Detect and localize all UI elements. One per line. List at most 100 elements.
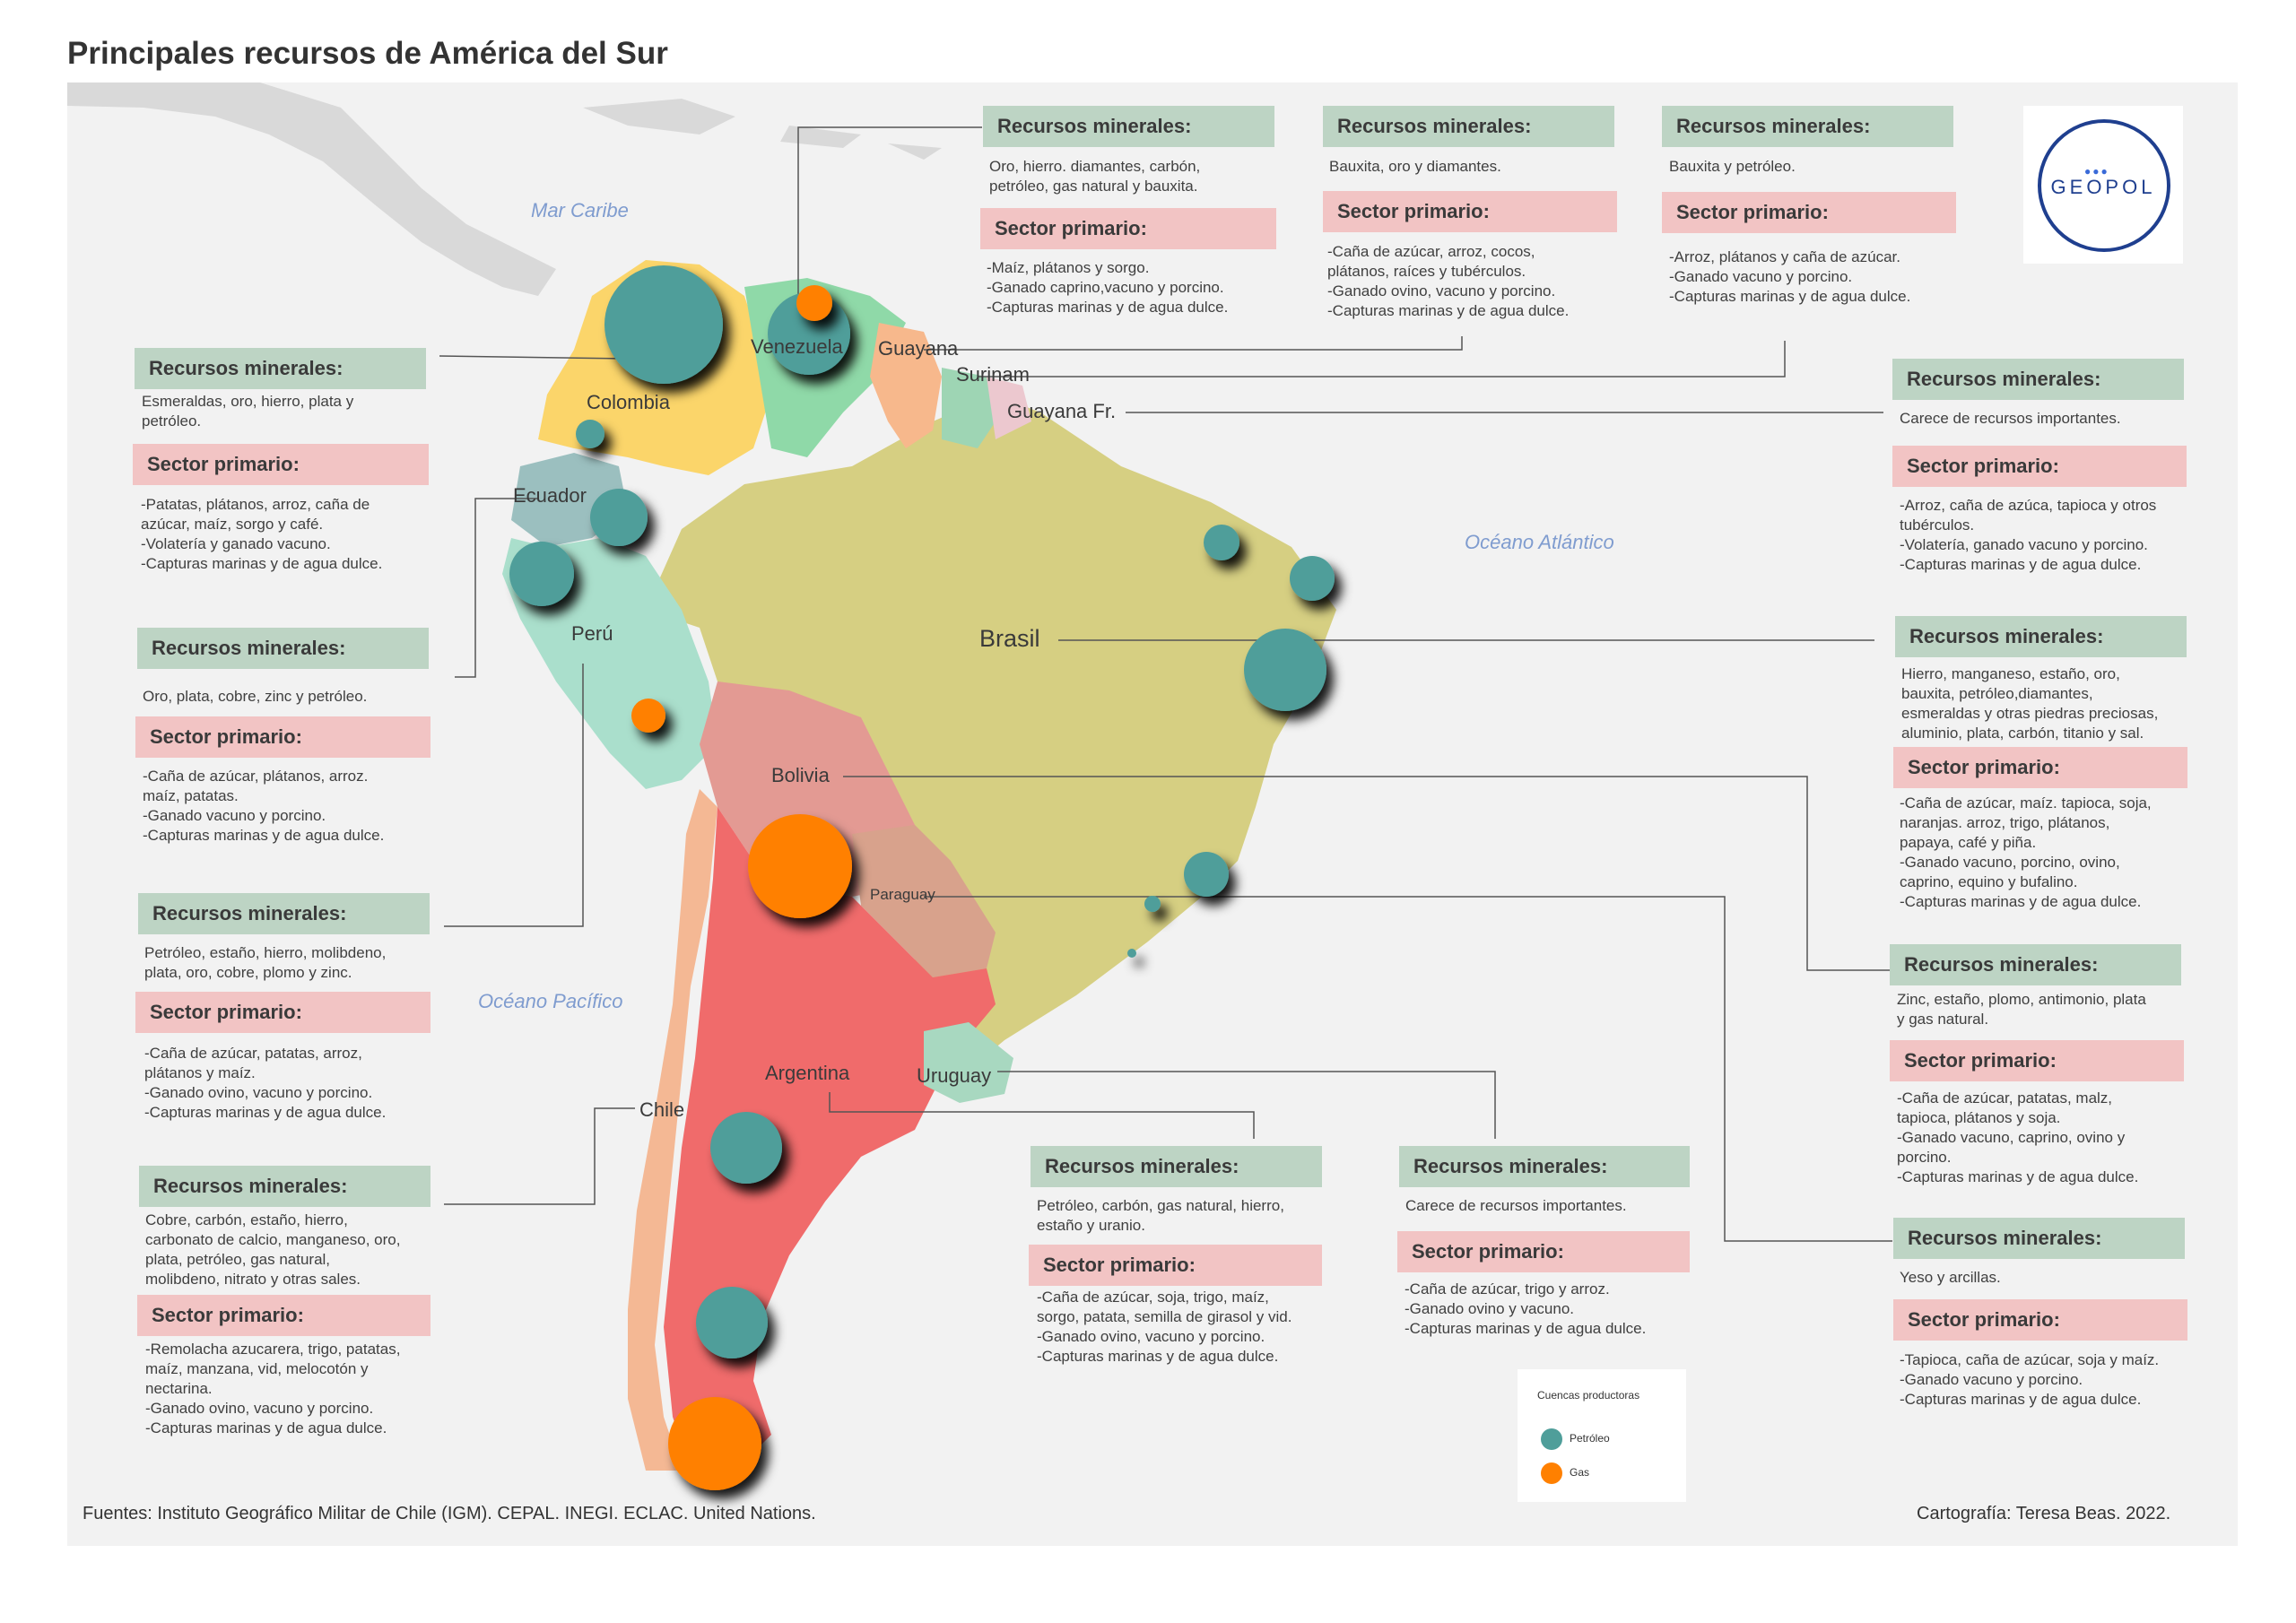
country-label-paraguay: Paraguay [870, 886, 935, 903]
venezuela-sector-text: -Maíz, plátanos y sorgo. -Ganado caprino… [987, 259, 1229, 316]
venezuela-sector-header: Sector primario: [980, 208, 1276, 249]
guayana-fr-shape [987, 377, 1031, 439]
venezuela-minerales-header: Recursos minerales: [983, 106, 1274, 147]
petroleo-colombia-small [576, 420, 604, 448]
country-label-colombia: Colombia [587, 391, 670, 413]
petroleo-venezuela [768, 292, 850, 375]
surinam-minerales-text: Bauxita y petróleo. [1669, 158, 1796, 175]
gas-peru [631, 699, 665, 733]
peru-sector-header: Sector primario: [135, 992, 430, 1033]
ecuador-sector-text: -Caña de azúcar, plátanos, arroz. maíz, … [143, 768, 385, 844]
brasil-minerales-header: Recursos minerales: [1895, 616, 2187, 657]
petroleo-argentina-south [696, 1287, 768, 1358]
petroleo-brasil-main [1244, 629, 1326, 711]
ecuador-minerales-text: Oro, plata, cobre, zinc y petróleo. [143, 688, 368, 705]
petroleo-ecuador [590, 489, 648, 546]
brasil-minerales-text: Hierro, manganeso, estaño, oro, bauxita,… [1901, 665, 2159, 742]
chile-minerales-text: Cobre, carbón, estaño, hierro, carbonato… [145, 1211, 401, 1288]
country-label-venezuela: Venezuela [751, 335, 843, 358]
legend-petroleo-label: Petróleo [1570, 1432, 1610, 1445]
country-label-peru: Perú [571, 622, 613, 645]
gas-venezuela [796, 285, 832, 321]
petroleo-colombia-large [604, 265, 723, 384]
logo-dots-icon: ●●● [2084, 165, 2109, 178]
chile-minerales-header: Recursos minerales: [139, 1166, 430, 1207]
country-label-chile: Chile [639, 1098, 685, 1121]
geopol-logo: ●●● GEOPOL [2023, 106, 2183, 264]
caribbean-islands [583, 99, 942, 160]
petroleo-brasil-small2 [1127, 949, 1136, 958]
bolivia-sector-text: -Caña de azúcar, patatas, malz, tapioca,… [1897, 1089, 2139, 1185]
brasil-sector-header: Sector primario: [1893, 747, 2187, 788]
sea-label-pacifico: Océano Pacífico [478, 990, 623, 1012]
peru-minerales-text: Petróleo, estaño, hierro, molibdeno, pla… [144, 944, 387, 981]
paraguay-minerales-header: Recursos minerales: [1893, 1218, 2185, 1259]
petroleo-peru [509, 542, 574, 606]
footer-credit: Cartografía: Teresa Beas. 2022. [1917, 1504, 2171, 1523]
uruguay-minerales-text: Carece de recursos importantes. [1405, 1197, 1627, 1214]
guyana-minerales-header: Recursos minerales: [1323, 106, 1614, 147]
guyana-sector-header: Sector primario: [1323, 191, 1617, 232]
guyana-shape [870, 323, 942, 448]
surinam-shape [942, 368, 996, 448]
legend-title: Cuencas productoras [1537, 1389, 1640, 1402]
gas-argentina-south [668, 1397, 761, 1490]
country-label-argentina: Argentina [765, 1062, 850, 1084]
paraguay-sector-header: Sector primario: [1893, 1299, 2187, 1341]
uruguay-minerales-header: Recursos minerales: [1399, 1146, 1690, 1187]
petroleo-brasil-north [1204, 525, 1239, 560]
argentina-sector-text: -Caña de azúcar, soja, trigo, maíz, sorg… [1037, 1289, 1292, 1365]
uruguay-sector-header: Sector primario: [1397, 1231, 1690, 1272]
petroleo-brasil-east [1290, 556, 1335, 601]
argentina-minerales-text: Petróleo, carbón, gas natural, hierro, e… [1037, 1197, 1284, 1234]
chile-sector-header: Sector primario: [137, 1295, 430, 1336]
logo-text: GEOPOL [2050, 176, 2156, 198]
legend-petroleo-swatch [1541, 1428, 1562, 1450]
bolivia-minerales-header: Recursos minerales: [1890, 944, 2181, 985]
colombia-sector-text: -Patatas, plátanos, arroz, caña de azúca… [141, 496, 383, 572]
country-label-guyana: Guayana [878, 337, 959, 360]
country-label-surinam: Surinam [956, 363, 1030, 386]
surinam-sector-header: Sector primario: [1662, 192, 1956, 233]
country-label-ecuador: Ecuador [513, 484, 587, 507]
bolivia-sector-header: Sector primario: [1890, 1040, 2184, 1081]
legend: Cuencas productoras Petróleo Gas [1518, 1369, 1686, 1502]
guayana-fr-minerales-header: Recursos minerales: [1892, 359, 2184, 400]
brasil-sector-text: -Caña de azúcar, maíz. tapioca, soja, na… [1900, 794, 2152, 910]
venezuela-minerales-text: Oro, hierro. diamantes, carbón, petróleo… [989, 158, 1201, 195]
colombia-sector-header: Sector primario: [133, 444, 429, 485]
argentina-minerales-header: Recursos minerales: [1031, 1146, 1322, 1187]
surinam-minerales-header: Recursos minerales: [1662, 106, 1953, 147]
surinam-sector-text: -Arroz, plátanos y caña de azúcar. -Gana… [1669, 248, 1911, 305]
sea-label-atlantico: Océano Atlántico [1465, 531, 1614, 553]
legend-gas-label: Gas [1570, 1466, 1590, 1479]
uruguay-shape [924, 1022, 1013, 1103]
central-america-land [67, 82, 556, 296]
ecuador-minerales-header: Recursos minerales: [137, 628, 429, 669]
guayana-fr-sector-text: -Arroz, caña de azúca, tapioca y otros t… [1900, 497, 2157, 573]
petroleo-brasil-south [1184, 852, 1229, 897]
paraguay-minerales-text: Yeso y arcillas. [1900, 1269, 2001, 1286]
map-title: Principales recursos de América del Sur [67, 36, 668, 71]
colombia-minerales-text: Esmeraldas, oro, hierro, plata y petróle… [142, 393, 354, 430]
gas-bolivia [748, 814, 852, 918]
petroleo-brasil-small1 [1144, 896, 1161, 912]
paraguay-sector-text: -Tapioca, caña de azúcar, soja y maíz. -… [1900, 1351, 2160, 1408]
guayana-fr-minerales-text: Carece de recursos importantes. [1900, 410, 2121, 427]
country-label-uruguay: Uruguay [917, 1064, 992, 1087]
argentina-sector-header: Sector primario: [1029, 1245, 1322, 1286]
legend-gas-swatch [1541, 1462, 1562, 1484]
brasil-shape [646, 395, 1336, 1085]
guyana-sector-text: -Caña de azúcar, arroz, cocos, plátanos,… [1327, 243, 1570, 319]
chile-sector-text: -Remolacha azucarera, trigo, patatas, ma… [145, 1341, 401, 1436]
petroleo-argentina-north [710, 1112, 782, 1184]
colombia-minerales-header: Recursos minerales: [135, 348, 426, 389]
bolivia-minerales-text: Zinc, estaño, plomo, antimonio, plata y … [1897, 991, 2146, 1028]
country-label-brasil: Brasil [979, 625, 1040, 652]
country-label-guayana-fr: Guayana Fr. [1007, 400, 1117, 422]
paraguay-shape [852, 825, 996, 977]
ecuador-sector-header: Sector primario: [135, 716, 430, 758]
guyana-minerales-text: Bauxita, oro y diamantes. [1329, 158, 1501, 175]
peru-minerales-header: Recursos minerales: [138, 893, 430, 934]
